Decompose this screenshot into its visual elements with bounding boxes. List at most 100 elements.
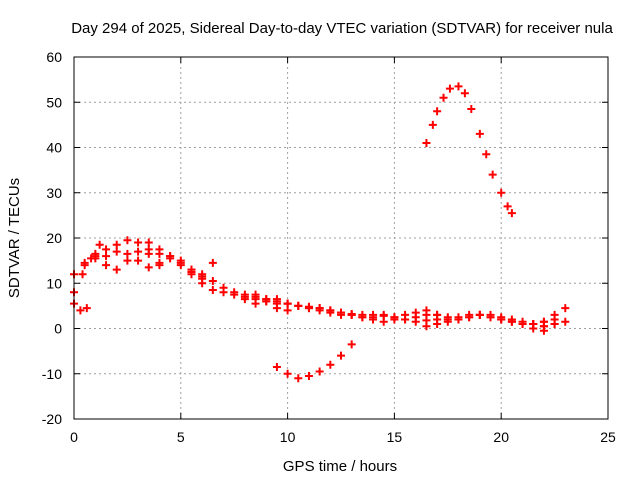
data-point — [443, 317, 452, 326]
data-point — [433, 319, 442, 328]
y-tick-label: 50 — [46, 94, 62, 110]
data-point — [467, 105, 476, 114]
data-point — [428, 120, 437, 129]
data-point — [503, 202, 512, 211]
data-point — [187, 270, 196, 279]
y-tick-label: 20 — [46, 230, 62, 246]
data-point — [518, 319, 527, 328]
y-tick-label: -20 — [42, 411, 62, 427]
data-point — [326, 308, 335, 317]
data-point — [439, 93, 448, 102]
data-point — [262, 295, 271, 304]
data-point — [486, 313, 495, 322]
data-point — [112, 265, 121, 274]
data-point — [80, 261, 89, 270]
data-point — [315, 306, 324, 315]
x-tick-label: 10 — [280, 429, 296, 445]
data-point — [379, 317, 388, 326]
data-point — [144, 263, 153, 272]
data-point — [347, 340, 356, 349]
data-point — [422, 306, 431, 315]
x-tick-label: 20 — [493, 429, 509, 445]
data-point — [488, 170, 497, 179]
data-point — [507, 317, 516, 326]
data-point — [102, 245, 111, 254]
data-point — [454, 315, 463, 324]
data-point — [460, 89, 469, 98]
series-track-14 — [272, 340, 356, 383]
data-point — [272, 362, 281, 371]
data-point — [134, 238, 143, 247]
data-point — [112, 240, 121, 249]
data-point — [251, 290, 260, 299]
data-point — [230, 290, 239, 299]
data-point — [465, 313, 474, 322]
data-point — [369, 315, 378, 324]
x-tick-label: 25 — [600, 429, 616, 445]
data-point — [283, 369, 292, 378]
x-axis-label: GPS time / hours — [283, 458, 397, 475]
data-point — [304, 372, 313, 381]
series-track-3 — [70, 299, 91, 315]
data-points — [70, 82, 570, 383]
series-track-7 — [187, 270, 442, 326]
data-point — [294, 301, 303, 310]
data-point — [91, 252, 100, 261]
data-point — [123, 256, 132, 265]
data-point — [358, 313, 367, 322]
y-axis-label: SDTVAR / TECUs — [6, 178, 23, 298]
data-point — [208, 276, 217, 285]
data-point — [422, 138, 431, 147]
data-point — [95, 240, 104, 249]
data-point — [123, 249, 132, 258]
data-point — [433, 310, 442, 319]
data-point — [155, 245, 164, 254]
data-point — [304, 304, 313, 313]
data-point — [497, 315, 506, 324]
series-track-11 — [422, 310, 548, 335]
y-tick-label: 60 — [46, 49, 62, 65]
series-track-6 — [144, 238, 399, 322]
data-point — [315, 367, 324, 376]
data-point — [294, 374, 303, 383]
y-tick-label: 30 — [46, 185, 62, 201]
data-point — [347, 310, 356, 319]
series-track-13 — [539, 317, 570, 331]
data-point — [176, 258, 185, 267]
y-tick-label: 10 — [46, 275, 62, 291]
data-point — [283, 299, 292, 308]
data-point — [433, 107, 442, 116]
chart-title: Day 294 of 2025, Sidereal Day-to-day VTE… — [71, 20, 613, 37]
axis-ticks: 0 5 10 15 20 25 -20 -10 0 10 20 30 40 50 60 — [42, 49, 616, 445]
data-point — [283, 306, 292, 315]
data-point — [475, 129, 484, 138]
data-point — [102, 252, 111, 261]
data-point — [482, 150, 491, 159]
data-point — [123, 236, 132, 245]
data-point — [82, 304, 91, 313]
data-point — [422, 322, 431, 331]
data-point — [475, 310, 484, 319]
data-point — [529, 319, 538, 328]
data-point — [155, 258, 164, 267]
data-point — [445, 84, 454, 93]
data-point — [401, 310, 410, 319]
y-tick-label: 40 — [46, 140, 62, 156]
data-point — [78, 270, 87, 279]
data-point — [390, 315, 399, 324]
data-point — [337, 351, 345, 360]
data-point — [198, 272, 207, 281]
x-tick-label: 5 — [177, 429, 185, 445]
series-track-15 — [422, 82, 516, 218]
data-point — [144, 238, 153, 247]
data-point — [539, 322, 548, 331]
data-point — [102, 261, 111, 270]
y-tick-label: -10 — [42, 366, 62, 382]
series-track-9 — [251, 290, 292, 315]
data-point — [454, 82, 463, 91]
data-point — [550, 319, 559, 328]
series-track-12 — [529, 304, 570, 328]
data-point — [112, 247, 121, 256]
data-point — [198, 279, 207, 288]
